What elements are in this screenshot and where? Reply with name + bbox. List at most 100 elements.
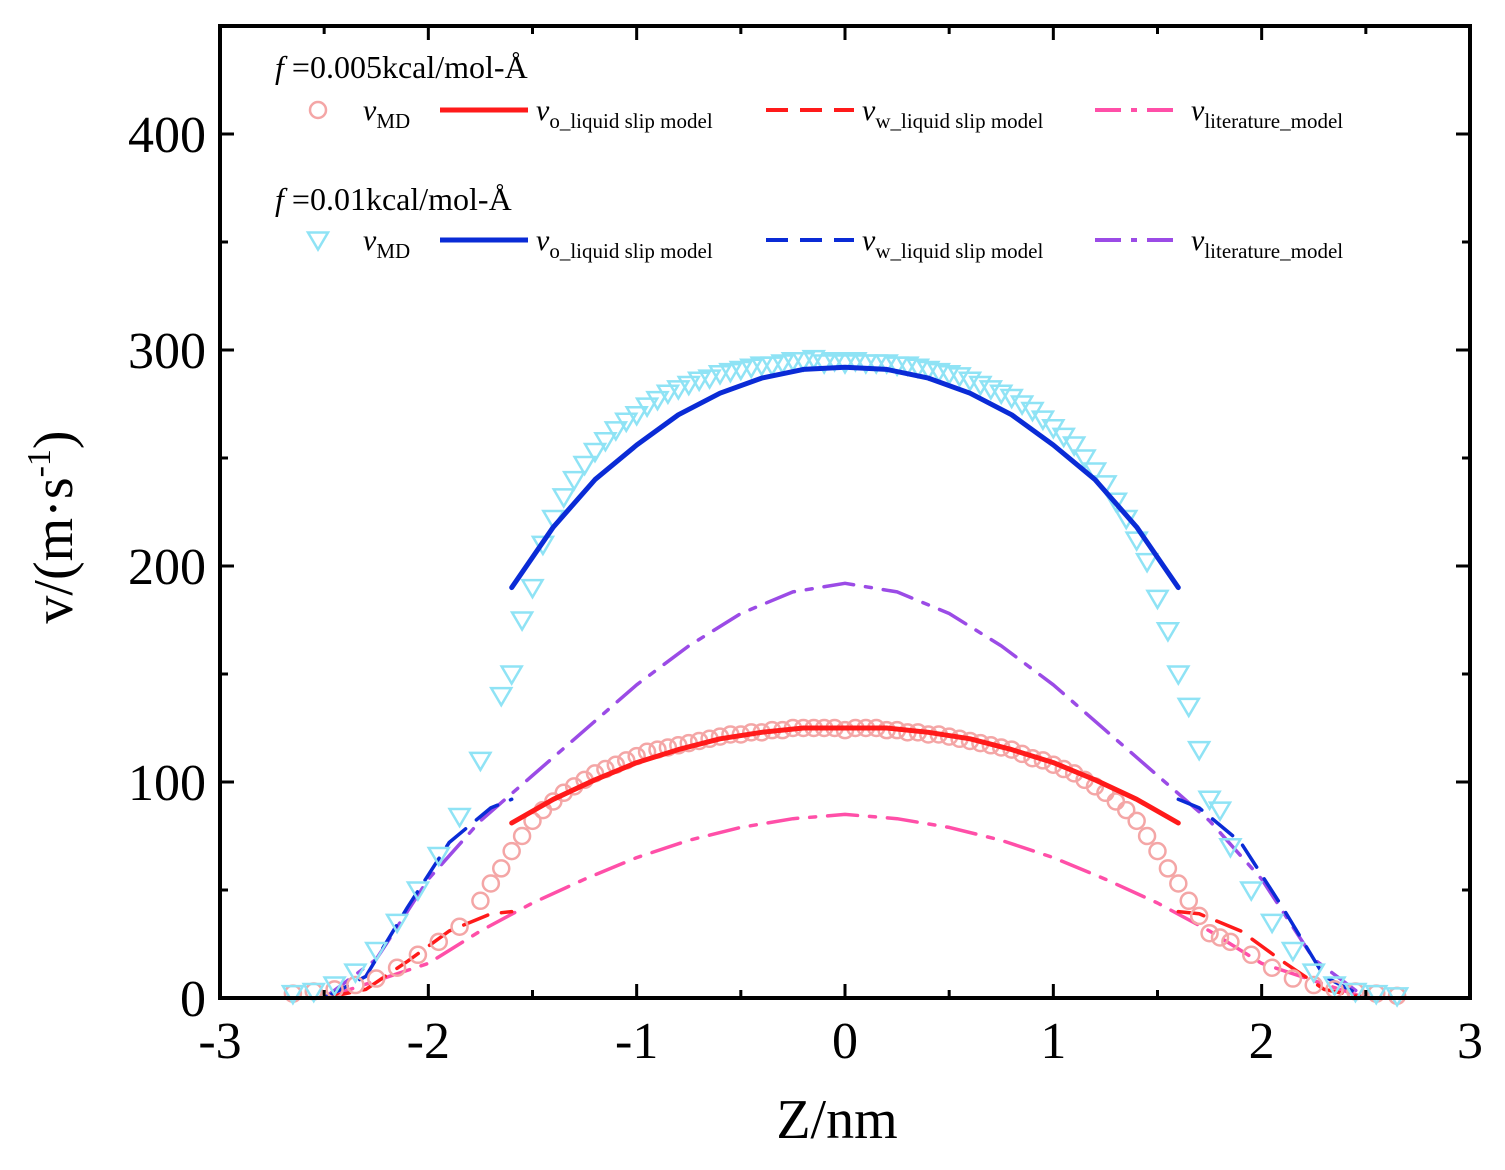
y-axis-title: v/(m·s-1) [21,430,85,623]
legend-subscript: MD [376,239,410,263]
data-point [1301,963,1326,985]
series-line [509,725,1181,826]
data-point [968,375,993,397]
x-axis-title: Z/nm [776,1089,897,1151]
legend-label: vo_liquid slip model [536,94,713,133]
data-point [1259,913,1285,935]
data-point [551,488,576,509]
data-point [502,841,521,861]
data-point [728,360,754,382]
data-point [989,384,1014,406]
data-point [1197,790,1222,812]
data-point [947,367,972,388]
data-point [791,352,816,373]
legend-symbol: v [363,224,377,257]
y-axis-title-main: v/(m·s [23,477,85,623]
data-point [499,665,524,686]
data-point [1166,665,1191,686]
x-tick-label: 0 [832,1013,858,1070]
x-tick-label: -3 [198,1013,241,1070]
data-point [1117,800,1136,820]
series-6 [322,797,1368,1000]
legend-label: vliterature_model [1191,94,1343,133]
data-point [978,380,1004,401]
data-point [489,686,514,708]
legend-label: vw_liquid slip model [862,94,1043,133]
data-point [1221,932,1240,952]
data-point [1207,801,1233,823]
data-point [645,390,670,412]
x-tick-label: 1 [1040,1013,1066,1070]
series-1 [509,725,1181,826]
data-point [707,365,733,386]
legend-symbol: v [1191,224,1205,257]
data-point [1283,969,1303,988]
data-point [1103,492,1129,514]
x-tick-label: -1 [615,1013,658,1070]
legend-symbol: v [536,94,550,127]
series-layer [280,349,1410,1008]
data-point [832,354,858,375]
data-point [408,945,428,965]
data-point [1158,859,1178,878]
legend-subscript: MD [376,109,410,133]
legend-symbol: v [1191,94,1205,127]
x-tick-label: 3 [1457,1013,1483,1070]
data-point [471,891,490,911]
data-point [957,371,983,393]
legend-symbol: v [536,224,550,257]
data-point [492,859,511,878]
data-point [1242,945,1261,965]
data-point [676,375,701,397]
data-point [739,358,764,380]
data-point [718,362,743,384]
data-point [280,984,306,1006]
y-tick-label: 400 [128,107,206,164]
legend-symbol: v [363,94,377,127]
series-5 [509,364,1181,591]
legend-marker [305,231,331,252]
data-point [1218,838,1243,859]
data-point [1072,449,1097,470]
legend-group-header: f =0.01kcal/mol-Å [275,181,512,217]
data-point [582,442,608,464]
legend-subscript: literature_model [1204,239,1343,263]
legend-marker [308,100,328,120]
x-tick-label: -2 [407,1013,450,1070]
data-point [322,976,347,998]
data-point [1061,436,1087,458]
data-point [593,431,618,453]
data-point [603,421,629,442]
x-tick-label: 2 [1249,1013,1275,1070]
legend-label: vMD [363,224,410,263]
y-axis-title-close: ) [23,430,85,449]
data-point [1262,958,1282,978]
data-point [1134,552,1160,574]
data-point [1304,975,1323,995]
data-point [364,941,389,963]
data-point [1145,589,1170,611]
y-tick-label: 0 [180,971,206,1028]
data-point [1210,928,1230,947]
plot-frame [218,24,1472,1000]
data-point [405,881,431,902]
legend-symbol: v [862,224,876,257]
data-point [1176,697,1201,719]
legend-subscript: o_liquid slip model [549,239,713,263]
legend-header-value: =0.005kcal/mol-Å [284,49,528,85]
data-point [624,406,649,427]
data-point [561,470,587,492]
data-point [343,963,368,985]
data-point [346,975,365,995]
data-point [367,969,386,988]
legend-label: vMD [363,94,410,133]
legend-subscript: w_liquid slip model [875,239,1043,263]
data-point [1186,740,1212,762]
data-point [634,397,660,419]
data-point [1169,874,1188,893]
data-point [1137,826,1157,846]
data-point [697,369,722,391]
series-3 [322,812,1368,1000]
